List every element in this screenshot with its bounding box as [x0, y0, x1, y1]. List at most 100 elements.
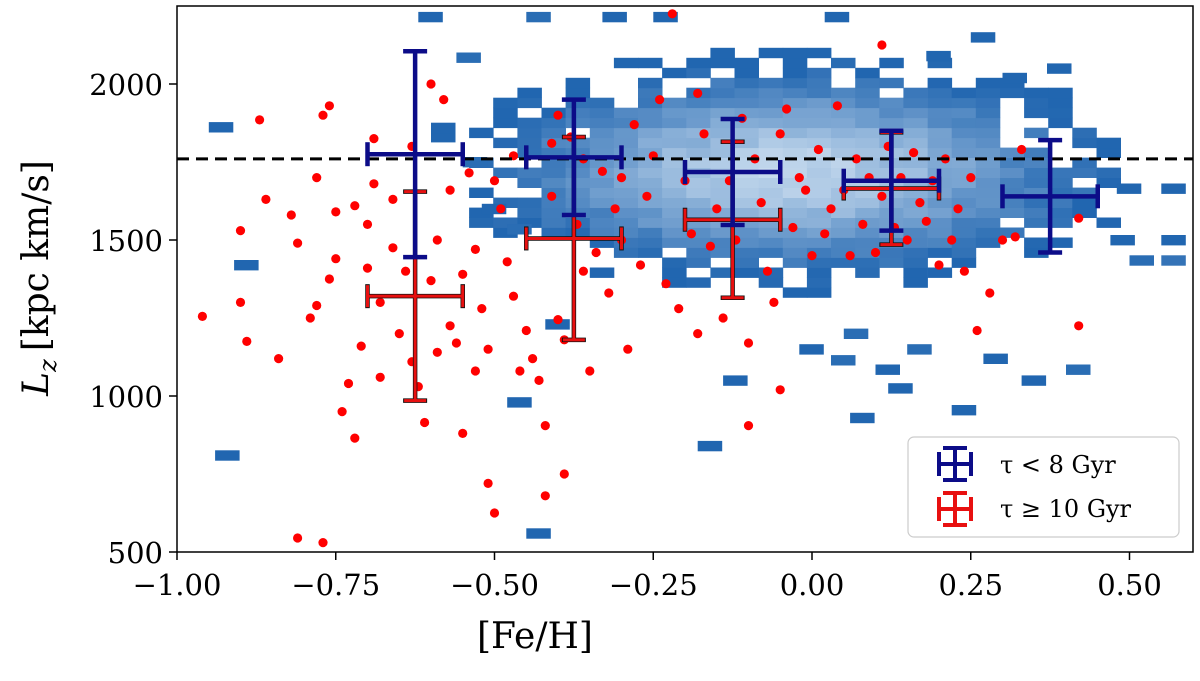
- heatmap-cell: [758, 187, 784, 198]
- heatmap-cell: [710, 197, 735, 208]
- scatter-point: [909, 148, 919, 158]
- scatter-point: [331, 254, 341, 264]
- heatmap-cell: [565, 147, 591, 158]
- heatmap-cell: [782, 217, 808, 228]
- scatter-point: [832, 101, 843, 111]
- heatmap-cell: [855, 167, 880, 178]
- heatmap-cell: [879, 117, 904, 129]
- scatter-point: [464, 168, 474, 178]
- heatmap-cell: [975, 127, 1001, 139]
- heatmap-cell: [782, 197, 808, 208]
- heatmap-cell: [541, 197, 566, 208]
- heatmap-cell: [975, 97, 1001, 109]
- scatter-point: [255, 115, 265, 125]
- scatter-point: [616, 173, 627, 183]
- heatmap-cell: [662, 117, 687, 129]
- scatter-point: [972, 325, 982, 336]
- heatmap-cell: [951, 137, 977, 149]
- heatmap-cell: [855, 77, 880, 89]
- heatmap-cell: [926, 50, 951, 62]
- heatmap-cell: [638, 237, 663, 248]
- heatmap-cell: [602, 11, 627, 23]
- x-tick-label: −0.25: [609, 568, 698, 602]
- heatmap-cell: [638, 197, 663, 208]
- heatmap-cell: [526, 11, 551, 23]
- heatmap-cell: [782, 187, 808, 198]
- scatter-point: [807, 251, 817, 261]
- heatmap-cell: [710, 127, 735, 139]
- scatter-point: [743, 338, 754, 348]
- heatmap-cell: [850, 412, 875, 424]
- heatmap-cell: [1096, 217, 1121, 228]
- heatmap-cell: [951, 197, 977, 208]
- heatmap-cell: [517, 137, 542, 149]
- scatter-point: [470, 366, 480, 376]
- heatmap-cell: [1048, 87, 1073, 99]
- heatmap-cell: [1161, 235, 1186, 246]
- heatmap-cell: [903, 87, 928, 99]
- heatmap-cell: [662, 137, 687, 149]
- heatmap-cell: [782, 257, 808, 268]
- scatter-point: [540, 491, 550, 501]
- scatter-point: [274, 354, 284, 364]
- heatmap-cell: [782, 237, 808, 248]
- heatmap-cell: [589, 207, 615, 218]
- heatmap-cell: [831, 157, 856, 168]
- heatmap-cell: [1129, 255, 1154, 266]
- heatmap-cell: [517, 197, 542, 208]
- heatmap-cell: [782, 87, 808, 99]
- scatter-point: [324, 101, 334, 111]
- scatter-point: [959, 266, 970, 276]
- heatmap-cell: [806, 247, 832, 258]
- scatter-point: [877, 40, 887, 50]
- heatmap-cell: [975, 177, 1001, 188]
- heatmap-cell: [481, 203, 507, 215]
- heatmap-cell: [734, 77, 759, 89]
- scatter-point: [902, 235, 912, 245]
- heatmap-cell: [517, 97, 542, 109]
- heatmap-cell: [927, 77, 953, 89]
- heatmap-cell: [831, 257, 856, 268]
- heatmap-cell: [589, 267, 615, 278]
- heatmap-cell: [855, 127, 880, 139]
- heatmap-cell: [831, 237, 856, 248]
- heatmap-cell: [710, 117, 735, 129]
- heatmap-cell: [493, 117, 518, 129]
- scatter-point: [356, 341, 366, 351]
- scatter-point: [915, 198, 925, 208]
- heatmap-cell: [493, 227, 518, 238]
- heatmap-cell: [541, 157, 566, 168]
- heatmap-cell: [782, 167, 808, 178]
- scatter-point: [693, 329, 703, 339]
- heatmap-cell: [855, 217, 880, 228]
- heatmap-cell: [975, 137, 1001, 149]
- heatmap-cell: [734, 237, 759, 248]
- heatmap-cell: [831, 117, 856, 129]
- errorbar-young: [524, 97, 624, 218]
- heatmap-cell: [875, 364, 900, 375]
- heatmap-cell: [782, 107, 808, 119]
- heatmap-cell: [855, 267, 880, 278]
- scatter-point: [693, 88, 703, 98]
- heatmap-cell: [710, 107, 735, 119]
- heatmap-cell: [662, 267, 687, 278]
- scatter-point: [788, 222, 798, 233]
- heatmap-cell: [806, 287, 832, 298]
- heatmap-cell: [975, 157, 1001, 168]
- errorbar-young: [1000, 137, 1100, 255]
- heatmap-cell: [1161, 183, 1186, 194]
- heatmap-cell: [927, 217, 953, 228]
- heatmap-cell: [589, 107, 615, 119]
- heatmap-cell: [951, 247, 977, 258]
- heatmap-cell: [782, 97, 808, 109]
- errorbar-young: [682, 116, 783, 228]
- scatter-point: [324, 274, 334, 284]
- scatter-point: [1017, 144, 1027, 155]
- heatmap-cell: [638, 157, 663, 168]
- heatmap-cell: [734, 177, 759, 188]
- heatmap-cell: [951, 87, 977, 99]
- heatmap-cell: [638, 217, 663, 228]
- heatmap-cell: [806, 217, 832, 228]
- heatmap-cell: [831, 107, 856, 119]
- heatmap-cell: [1024, 167, 1049, 178]
